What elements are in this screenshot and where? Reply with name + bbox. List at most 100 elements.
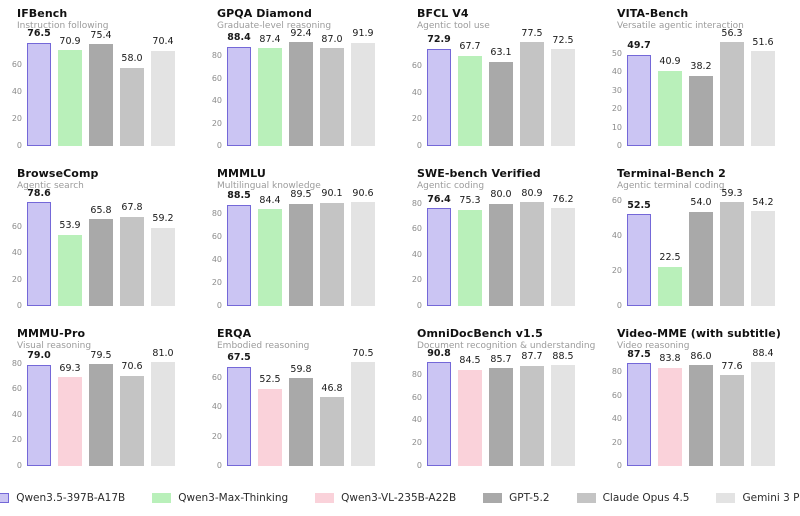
- bar-qwen3-vl-235b-a22b: [458, 369, 482, 466]
- bar-gpt-5-2: [689, 365, 713, 466]
- y-tick-label: 20: [611, 104, 622, 114]
- bar-qwen3-5-397b-a17b: [627, 214, 651, 306]
- bar-gpt-5-2: [89, 219, 113, 306]
- bar-qwen3-max-thinking: [458, 55, 482, 146]
- bar-claude-opus-4-5: [120, 67, 144, 146]
- bar-slot-gpt-5-2: 92.4: [289, 29, 313, 146]
- bar-slot-gpt-5-2: 65.8: [89, 198, 113, 306]
- y-tick-label: 60: [211, 372, 222, 382]
- bar-value-label: 76.4: [427, 193, 451, 205]
- chart-browsecomp: BrowseComp Agentic search 0 20 40 60 78.6 53.9 6…: [0, 160, 200, 320]
- bar-slot-qwen3-5-397b-a17b: 67.5: [227, 353, 251, 466]
- bar-slot-gemini-3-pro: 59.2: [151, 198, 175, 306]
- bar-slot-gemini-3-pro: 91.9: [351, 29, 375, 146]
- bar-slot-qwen3-5-397b-a17b: 79.0: [27, 351, 51, 466]
- bar-claude-opus-4-5: [320, 397, 344, 466]
- bar-gpt-5-2: [289, 203, 313, 306]
- bar-value-label: 51.6: [752, 36, 774, 48]
- bar-qwen3-5-397b-a17b: [27, 364, 51, 466]
- chart-subtitle: Multilingual knowledge: [217, 181, 321, 191]
- bar-slot-claude-opus-4-5: 90.1: [320, 189, 344, 306]
- chart-title: OmniDocBench v1.5: [417, 327, 543, 340]
- y-tick-label: 60: [211, 232, 222, 242]
- bar-value-label: 80.0: [490, 189, 512, 200]
- chart-title: BrowseComp: [17, 167, 99, 180]
- bar-value-label: 72.5: [552, 34, 574, 46]
- y-tick-label: 20: [211, 278, 222, 288]
- bar-qwen3-5-397b-a17b: [427, 48, 451, 146]
- bar-claude-opus-4-5: [520, 202, 544, 306]
- y-tick-label: 60: [611, 196, 622, 206]
- legend-label: Qwen3-Max-Thinking: [178, 492, 289, 504]
- y-tick-label: 80: [411, 369, 422, 379]
- bar-slot-gpt-5-2: 75.4: [89, 30, 113, 146]
- bar-gpt-5-2: [489, 61, 513, 146]
- bar-gpt-5-2: [489, 368, 513, 466]
- bar-qwen3-5-397b-a17b: [427, 208, 451, 306]
- y-tick-label: 80: [11, 358, 22, 368]
- bar-claude-opus-4-5: [120, 216, 144, 306]
- bar-value-label: 38.2: [690, 61, 712, 73]
- bar-claude-opus-4-5: [520, 42, 544, 146]
- y-tick-label: 40: [611, 414, 622, 424]
- bar-qwen3-5-397b-a17b: [227, 46, 251, 146]
- bar-value-label: 59.3: [721, 187, 743, 199]
- bar-gpt-5-2: [689, 211, 713, 306]
- bar-gemini-3-pro: [151, 50, 175, 146]
- legend-item-qwen3-vl-235b-a22b: Qwen3-VL-235B-A22B: [315, 492, 456, 504]
- bar-qwen3-max-thinking: [658, 70, 682, 146]
- legend: Qwen3.5-397B-A17B Qwen3-Max-Thinking Qwen3…: [0, 480, 800, 516]
- bar-claude-opus-4-5: [320, 202, 344, 306]
- bar-gemini-3-pro: [151, 227, 175, 306]
- bar-claude-opus-4-5: [120, 375, 144, 466]
- bars-group: 87.5 83.8 86.0 77.6 88.4: [627, 349, 775, 466]
- plot-area: 0 20 40 60 80 76.4 75.3 80.0 80.9 76.2: [400, 189, 575, 310]
- bar-slot-qwen3-max-thinking: 22.5: [658, 198, 682, 306]
- bar-qwen3-max-thinking: [58, 50, 82, 146]
- y-axis: 0 20 40 60 80: [600, 358, 627, 470]
- bar-slot-gemini-3-pro: 70.4: [151, 37, 175, 146]
- bars-group: 49.7 40.9 38.2 56.3 51.6: [627, 29, 775, 146]
- chart-subtitle: Visual reasoning: [17, 341, 92, 351]
- y-tick-label: 0: [216, 301, 222, 310]
- bar-slot-gemini-3-pro: 81.0: [151, 349, 175, 466]
- legend-swatch: [576, 493, 596, 503]
- bar-slot-claude-opus-4-5: 80.9: [520, 189, 544, 306]
- bar-value-label: 85.7: [490, 353, 512, 365]
- y-axis: 0 20 40 60: [400, 38, 427, 149]
- legend-label: Claude Opus 4.5: [602, 492, 690, 504]
- bar-value-label: 78.6: [27, 187, 51, 199]
- bar-value-label: 58.0: [121, 53, 143, 64]
- chart-title: VITA-Bench: [617, 7, 689, 20]
- chart-title: Video-MME (with subtitle): [617, 327, 781, 340]
- bar-slot-gpt-5-2: 85.7: [489, 355, 513, 466]
- legend-label: Gemini 3 Pro: [742, 492, 800, 504]
- bar-value-label: 87.7: [521, 351, 543, 363]
- legend-swatch: [315, 493, 335, 503]
- bar-value-label: 88.4: [752, 347, 774, 359]
- charts-grid: IFBench Instruction following 0 20 40 60 76.5 7…: [0, 0, 800, 480]
- y-tick-label: 40: [611, 67, 622, 77]
- chart-vita-bench: VITA-Bench Versatile agentic interaction 0…: [600, 0, 800, 160]
- plot-area: 0 10 20 30 40 50 49.7 40.9 38.2 56.3 51.6: [600, 29, 775, 150]
- y-tick-label: 50: [611, 49, 622, 59]
- bars-group: 67.5 52.5 59.8 46.8 70.5: [227, 349, 375, 466]
- bars-group: 79.0 69.3 79.5 70.6 81.0: [27, 349, 175, 466]
- bar-claude-opus-4-5: [720, 42, 744, 146]
- bar-gpt-5-2: [89, 44, 113, 146]
- bar-value-label: 77.5: [521, 27, 543, 39]
- bar-value-label: 79.5: [90, 349, 112, 361]
- chart-mmmu-pro: MMMU-Pro Visual reasoning 0 20 40 60 80 79.0 69.…: [0, 320, 200, 480]
- bar-slot-gpt-5-2: 86.0: [689, 352, 713, 466]
- bar-qwen3-5-397b-a17b: [627, 363, 651, 466]
- bar-gpt-5-2: [289, 378, 313, 466]
- bar-slot-gpt-5-2: 89.5: [289, 190, 313, 306]
- y-tick-label: 80: [411, 198, 422, 208]
- bar-value-label: 87.4: [259, 33, 281, 45]
- bar-slot-qwen3-max-thinking: 84.4: [258, 196, 282, 306]
- bar-slot-gpt-5-2: 59.8: [289, 358, 313, 466]
- y-tick-label: 40: [211, 255, 222, 265]
- bar-value-label: 88.4: [227, 32, 251, 44]
- y-tick-label: 20: [11, 435, 22, 445]
- bar-slot-claude-opus-4-5: 77.6: [720, 358, 744, 466]
